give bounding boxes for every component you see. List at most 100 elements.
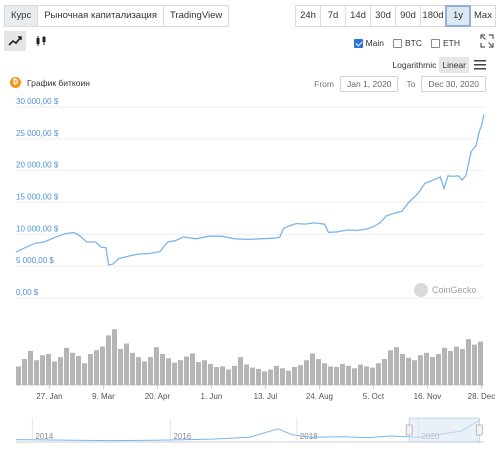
- volume-bar: [88, 354, 93, 385]
- volume-bar: [34, 360, 39, 385]
- linear-button[interactable]: Linear: [439, 57, 469, 73]
- date-to-label: To: [406, 79, 416, 89]
- volume-bar: [256, 368, 261, 385]
- chart-title: ₿ График биткоин: [10, 77, 90, 88]
- volume-bar: [268, 369, 273, 385]
- tab-tradingview[interactable]: TradingView: [162, 5, 230, 27]
- date-to-input[interactable]: Dec 30, 2020: [421, 76, 486, 92]
- volume-bar: [394, 347, 399, 385]
- btc-checkbox[interactable]: BTC: [393, 38, 422, 48]
- line-chart-button[interactable]: [4, 31, 26, 51]
- candlestick-button[interactable]: [30, 31, 52, 51]
- candlestick-icon: [36, 36, 46, 46]
- volume-bar: [94, 350, 99, 385]
- volume-bar: [286, 370, 291, 385]
- coingecko-logo-icon: [414, 283, 428, 297]
- grid-lines: [16, 106, 484, 299]
- volume-bar: [334, 367, 339, 385]
- volume-bar: [406, 357, 411, 385]
- x-tick-label: 5. Oct: [363, 392, 385, 401]
- volume-bars: [16, 329, 484, 386]
- y-tick-label: 25 000,00 $: [16, 129, 59, 138]
- volume-bar: [112, 329, 117, 385]
- volume-bar: [64, 347, 69, 385]
- checkbox-checked[interactable]: [353, 38, 363, 48]
- volume-bar: [370, 367, 375, 385]
- range-24h-button[interactable]: 24h: [295, 5, 321, 27]
- volume-bar: [388, 350, 393, 385]
- volume-bar: [244, 364, 249, 385]
- y-tick-label: 30 000,00 $: [16, 97, 59, 106]
- navigator-selection: [408, 417, 480, 443]
- volume-bar: [262, 371, 267, 385]
- date-range: From Jan 1, 2020 To Dec 30, 2020: [314, 76, 486, 92]
- volume-bar: [118, 349, 123, 385]
- chart-tabs: Курс Рыночная капитализация TradingView: [4, 5, 230, 27]
- volume-bar: [466, 339, 471, 385]
- volume-bar: [280, 368, 285, 385]
- series-checkboxes: Main BTC ETH: [345, 38, 460, 48]
- y-axis-labels: 0,00 $ 5 000,00 $ 10 000,00 $ 15 000,00 $ 20…: [16, 97, 59, 297]
- navigator[interactable]: 2014201620182020: [15, 417, 484, 443]
- menu-icon[interactable]: [474, 60, 486, 70]
- volume-bar: [142, 361, 147, 385]
- volume-bar: [412, 360, 417, 385]
- volume-bar: [58, 357, 63, 385]
- coingecko-watermark: CoinGecko: [414, 283, 477, 297]
- x-tick-label: 27. Jan: [36, 392, 62, 401]
- watermark-text: CoinGecko: [432, 285, 477, 295]
- volume-bar: [124, 343, 129, 385]
- volume-bar: [184, 356, 189, 385]
- volume-bar: [310, 353, 315, 385]
- range-30d-button[interactable]: 30d: [370, 5, 396, 27]
- eth-checkbox-label: ETH: [443, 38, 460, 48]
- date-from-input[interactable]: Jan 1, 2020: [340, 76, 399, 92]
- volume-bar: [322, 363, 327, 385]
- logarithmic-button[interactable]: Logarithmic: [392, 60, 437, 70]
- volume-bar: [190, 353, 195, 385]
- main-checkbox-label: Main: [365, 38, 384, 48]
- x-axis: 27. Jan 9. Mar 20. Apr 1. Jun 13. Jul 24. Aug…: [36, 385, 495, 401]
- volume-bar: [430, 357, 435, 385]
- volume-bar: [70, 352, 75, 385]
- navigator-handle: [476, 424, 483, 436]
- range-selector: 24h 7d 14d 30d 90d 180d 1y Max: [295, 5, 496, 27]
- volume-bar: [52, 361, 57, 385]
- scale-selector: Logarithmic Linear: [389, 57, 486, 73]
- bitcoin-icon: ₿: [10, 77, 21, 88]
- volume-bar: [460, 349, 465, 385]
- volume-bar: [238, 357, 243, 385]
- y-tick-label: 10 000,00 $: [16, 224, 59, 233]
- eth-checkbox[interactable]: ETH: [431, 38, 460, 48]
- x-tick-label: 16. Nov: [414, 392, 442, 401]
- checkbox-unchecked[interactable]: [393, 38, 402, 48]
- volume-bar: [106, 335, 111, 385]
- volume-bar: [292, 367, 297, 385]
- price-line: [15, 114, 485, 266]
- navigator-year-label: 2016: [173, 432, 191, 441]
- fullscreen-icon[interactable]: [480, 34, 494, 48]
- x-tick-label: 24. Aug: [306, 392, 333, 401]
- x-tick-label: 28. Dec: [468, 392, 496, 401]
- volume-bar: [340, 363, 345, 385]
- date-from-label: From: [314, 79, 334, 89]
- volume-bar: [148, 357, 153, 385]
- volume-bar: [196, 362, 201, 385]
- volume-bar: [250, 367, 255, 385]
- volume-bar: [472, 344, 477, 385]
- range-1y-button[interactable]: 1y: [445, 5, 471, 27]
- volume-bar: [232, 365, 237, 385]
- volume-bar: [382, 359, 387, 385]
- main-checkbox[interactable]: Main: [353, 38, 384, 48]
- checkbox-unchecked[interactable]: [431, 38, 440, 48]
- navigator-handle: [405, 424, 413, 436]
- x-tick-label: 1. Jun: [201, 392, 223, 401]
- volume-bar: [178, 360, 183, 385]
- volume-bar: [448, 350, 453, 385]
- volume-bar: [154, 347, 159, 385]
- x-tick-label: 9. Mar: [92, 392, 115, 401]
- volume-bar: [418, 355, 423, 385]
- navigator-year-label: 2014: [35, 432, 53, 441]
- volume-bar: [82, 363, 87, 385]
